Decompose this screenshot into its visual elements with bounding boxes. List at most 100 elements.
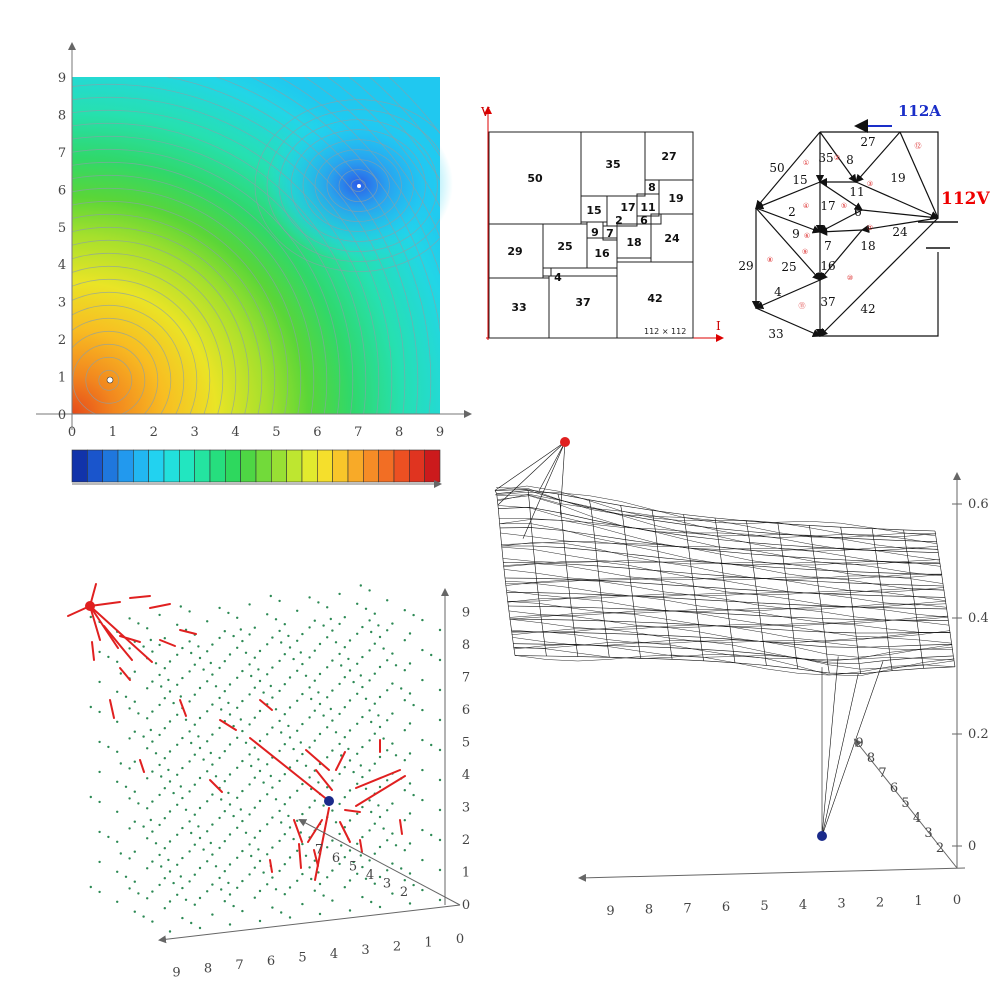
grid-point	[98, 860, 101, 864]
grid-point	[158, 853, 161, 857]
grid-point	[283, 623, 286, 626]
grid-point	[133, 700, 136, 703]
grid-point	[218, 846, 221, 850]
grid-point	[391, 892, 394, 895]
mesh-wire	[504, 569, 945, 595]
grid-point	[438, 868, 442, 872]
grid-point	[322, 714, 325, 717]
grid-point	[181, 856, 184, 860]
grid-point	[340, 754, 343, 757]
field-vector	[293, 819, 303, 843]
grid-point	[438, 748, 442, 752]
grid-point	[241, 669, 244, 673]
tile-42	[616, 261, 694, 339]
mesh-wire	[512, 637, 953, 662]
grid-point	[373, 612, 376, 615]
grid-point	[288, 646, 292, 649]
grid-point	[331, 659, 334, 662]
field-vector	[269, 859, 273, 873]
grid-point	[331, 779, 334, 782]
grid-point	[227, 881, 230, 885]
vector-x-tick: 3	[361, 943, 369, 958]
mesh-wire	[514, 646, 955, 677]
contour-ring	[98, 369, 120, 391]
grid-point	[211, 793, 214, 796]
trough-spike	[821, 661, 884, 837]
grid-point	[107, 745, 110, 749]
grid-point	[227, 611, 230, 615]
grid-point	[253, 716, 256, 719]
grid-point	[280, 641, 283, 644]
grid-point	[211, 643, 214, 646]
grid-point	[274, 798, 278, 801]
vector-x-axis	[158, 904, 461, 944]
mesh-wire	[497, 493, 938, 550]
grid-point	[438, 778, 442, 782]
grid-point	[368, 709, 371, 712]
grid-point	[193, 873, 196, 876]
mesh-wire	[509, 612, 950, 634]
grid-point	[142, 735, 145, 738]
grid-point	[348, 909, 352, 912]
grid-point	[373, 672, 376, 675]
mesh-wire	[506, 590, 947, 610]
mesh-wire	[504, 577, 946, 601]
network-node-number: ⑩	[847, 274, 853, 282]
edge-35	[855, 131, 901, 183]
network-edge-label: 9	[792, 227, 800, 241]
tile-labels: 50 35 27 8 19 15 17 11 2 6 9 7 29 25 16 18 24 4 33 37 42	[507, 150, 683, 314]
grid-point	[228, 923, 232, 926]
edge-2	[754, 181, 821, 210]
grid-point	[266, 733, 269, 736]
vector-y-tick: 3	[383, 877, 391, 892]
edge-11	[855, 181, 940, 219]
field-vector	[119, 635, 141, 643]
grid-point	[209, 661, 212, 665]
grid-point	[266, 643, 269, 646]
grid-point	[168, 900, 172, 903]
tile-label: 24	[664, 232, 680, 245]
grid-point	[124, 875, 128, 878]
contour-y-tick: 9	[58, 71, 66, 86]
grid-point	[197, 825, 200, 828]
mesh-wire	[509, 614, 951, 638]
colorbar	[71, 449, 441, 483]
mesh-line-v	[683, 514, 704, 661]
grid-point	[236, 796, 239, 799]
grid-point	[98, 890, 101, 894]
grid-point	[202, 668, 205, 671]
grid-point	[340, 844, 343, 847]
grid-point	[403, 879, 406, 882]
vector-z-tick: 8	[462, 638, 470, 653]
mesh-wire	[494, 492, 936, 536]
grid-point	[304, 854, 308, 857]
grid-point	[232, 724, 235, 728]
contour-ring	[72, 174, 315, 414]
grid-point	[168, 720, 172, 723]
grid-point	[361, 715, 364, 719]
grid-point	[172, 791, 175, 795]
network-node-number: ⑤	[841, 202, 847, 210]
network-edge-label: 16	[820, 259, 835, 273]
tile-label: 2	[615, 214, 623, 227]
grid-point	[378, 755, 382, 759]
grid-point	[408, 902, 412, 905]
grid-point	[356, 812, 359, 815]
contour-ring	[85, 356, 133, 404]
grid-point	[348, 789, 352, 792]
grid-point	[248, 843, 251, 846]
grid-point	[181, 736, 184, 740]
grid-point	[116, 810, 119, 813]
grid-point	[163, 877, 166, 880]
grid-point	[326, 876, 329, 879]
colorbar-swatch	[301, 449, 318, 483]
grid-point	[271, 816, 274, 819]
tile-label: 35	[605, 158, 620, 171]
colorbar-swatch	[424, 449, 441, 483]
grid-point	[301, 842, 304, 846]
field-vector	[89, 605, 101, 641]
grid-point	[248, 633, 251, 636]
colorbar-swatch	[409, 449, 425, 483]
grid-point	[236, 736, 239, 739]
